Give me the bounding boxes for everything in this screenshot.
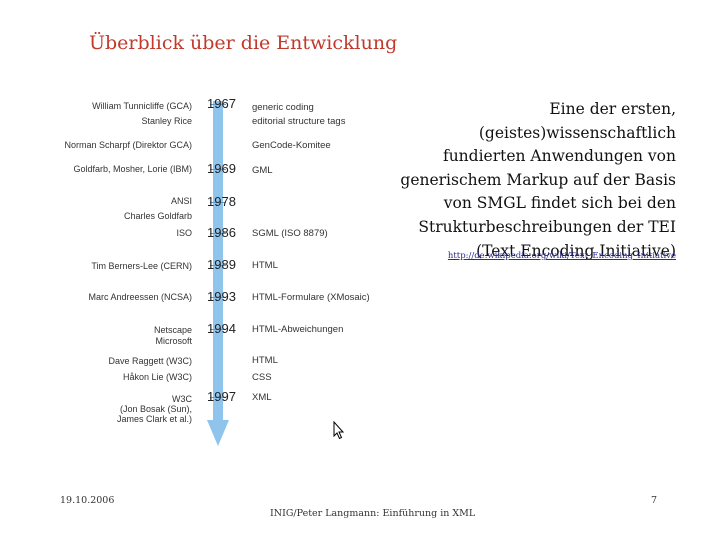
timeline-tick — [210, 169, 226, 170]
timeline-event: XML — [252, 392, 272, 403]
timeline-year: 1989 — [207, 257, 236, 272]
timeline-year: 1993 — [207, 289, 236, 304]
timeline-person: Tim Berners-Lee (CERN) — [91, 261, 192, 271]
timeline-arrowhead — [207, 420, 229, 446]
timeline-event: GenCode-Komitee — [252, 140, 331, 151]
wikipedia-link[interactable]: http://de.wikipedia.org/wiki/Text_Encodi… — [447, 251, 676, 261]
footer-date: 19.10.2006 — [60, 495, 115, 506]
page-number: 7 — [651, 495, 658, 506]
description-text: Eine der ersten, (geistes)wissenschaftli… — [400, 100, 676, 260]
timeline-person: Charles Goldfarb — [123, 211, 192, 221]
timeline-person: William Tunnicliffe (GCA) — [92, 101, 192, 111]
timeline-tick — [210, 265, 226, 266]
footer-title: INIG/Peter Langmann: Einführung in XML — [270, 508, 476, 519]
timeline-event: HTML — [252, 260, 278, 271]
timeline-person: James Clark et al.) — [116, 414, 192, 424]
timeline-person: (Jon Bosak (Sun), — [119, 404, 192, 414]
timeline-person: Microsoft — [155, 336, 192, 346]
timeline-person: Stanley Rice — [141, 116, 192, 126]
timeline-tick — [210, 397, 226, 398]
timeline-year: 1997 — [207, 389, 236, 404]
timeline-person: W3C — [172, 394, 192, 404]
timeline-event: GML — [252, 165, 273, 176]
timeline-event: HTML — [252, 355, 278, 366]
timeline-event: generic coding — [252, 102, 314, 113]
timeline-year: 1994 — [207, 321, 236, 336]
timeline-event: CSS — [252, 372, 272, 383]
timeline-event: HTML-Abweichungen — [252, 324, 344, 335]
timeline-person: Goldfarb, Mosher, Lorie (IBM) — [73, 164, 192, 174]
timeline-event: SGML (ISO 8879) — [252, 228, 328, 239]
timeline-year: 1986 — [207, 225, 236, 240]
timeline-year: 1967 — [207, 96, 236, 111]
timeline-tick — [210, 233, 226, 234]
timeline-tick — [210, 202, 226, 203]
timeline-person: ISO — [176, 228, 192, 238]
timeline-tick — [210, 297, 226, 298]
timeline-person: Marc Andreessen (NCSA) — [88, 292, 192, 302]
timeline-tick — [210, 104, 226, 105]
timeline-person: Netscape — [153, 325, 192, 335]
mouse-pointer-icon — [333, 420, 345, 445]
slide-title: Überblick über die Entwicklung — [89, 32, 398, 54]
timeline-event: editorial structure tags — [252, 116, 346, 127]
timeline-person: Dave Raggett (W3C) — [108, 356, 192, 366]
timeline-year: 1969 — [207, 161, 236, 176]
timeline-event: HTML-Formulare (XMosaic) — [252, 292, 370, 303]
timeline-person: ANSI — [170, 196, 192, 206]
timeline-bar — [213, 101, 223, 423]
timeline-year: 1978 — [207, 194, 236, 209]
timeline-tick — [210, 329, 226, 330]
timeline-person: Håkon Lie (W3C) — [122, 372, 192, 382]
timeline-person: Norman Scharpf (Direktor GCA) — [64, 140, 192, 150]
